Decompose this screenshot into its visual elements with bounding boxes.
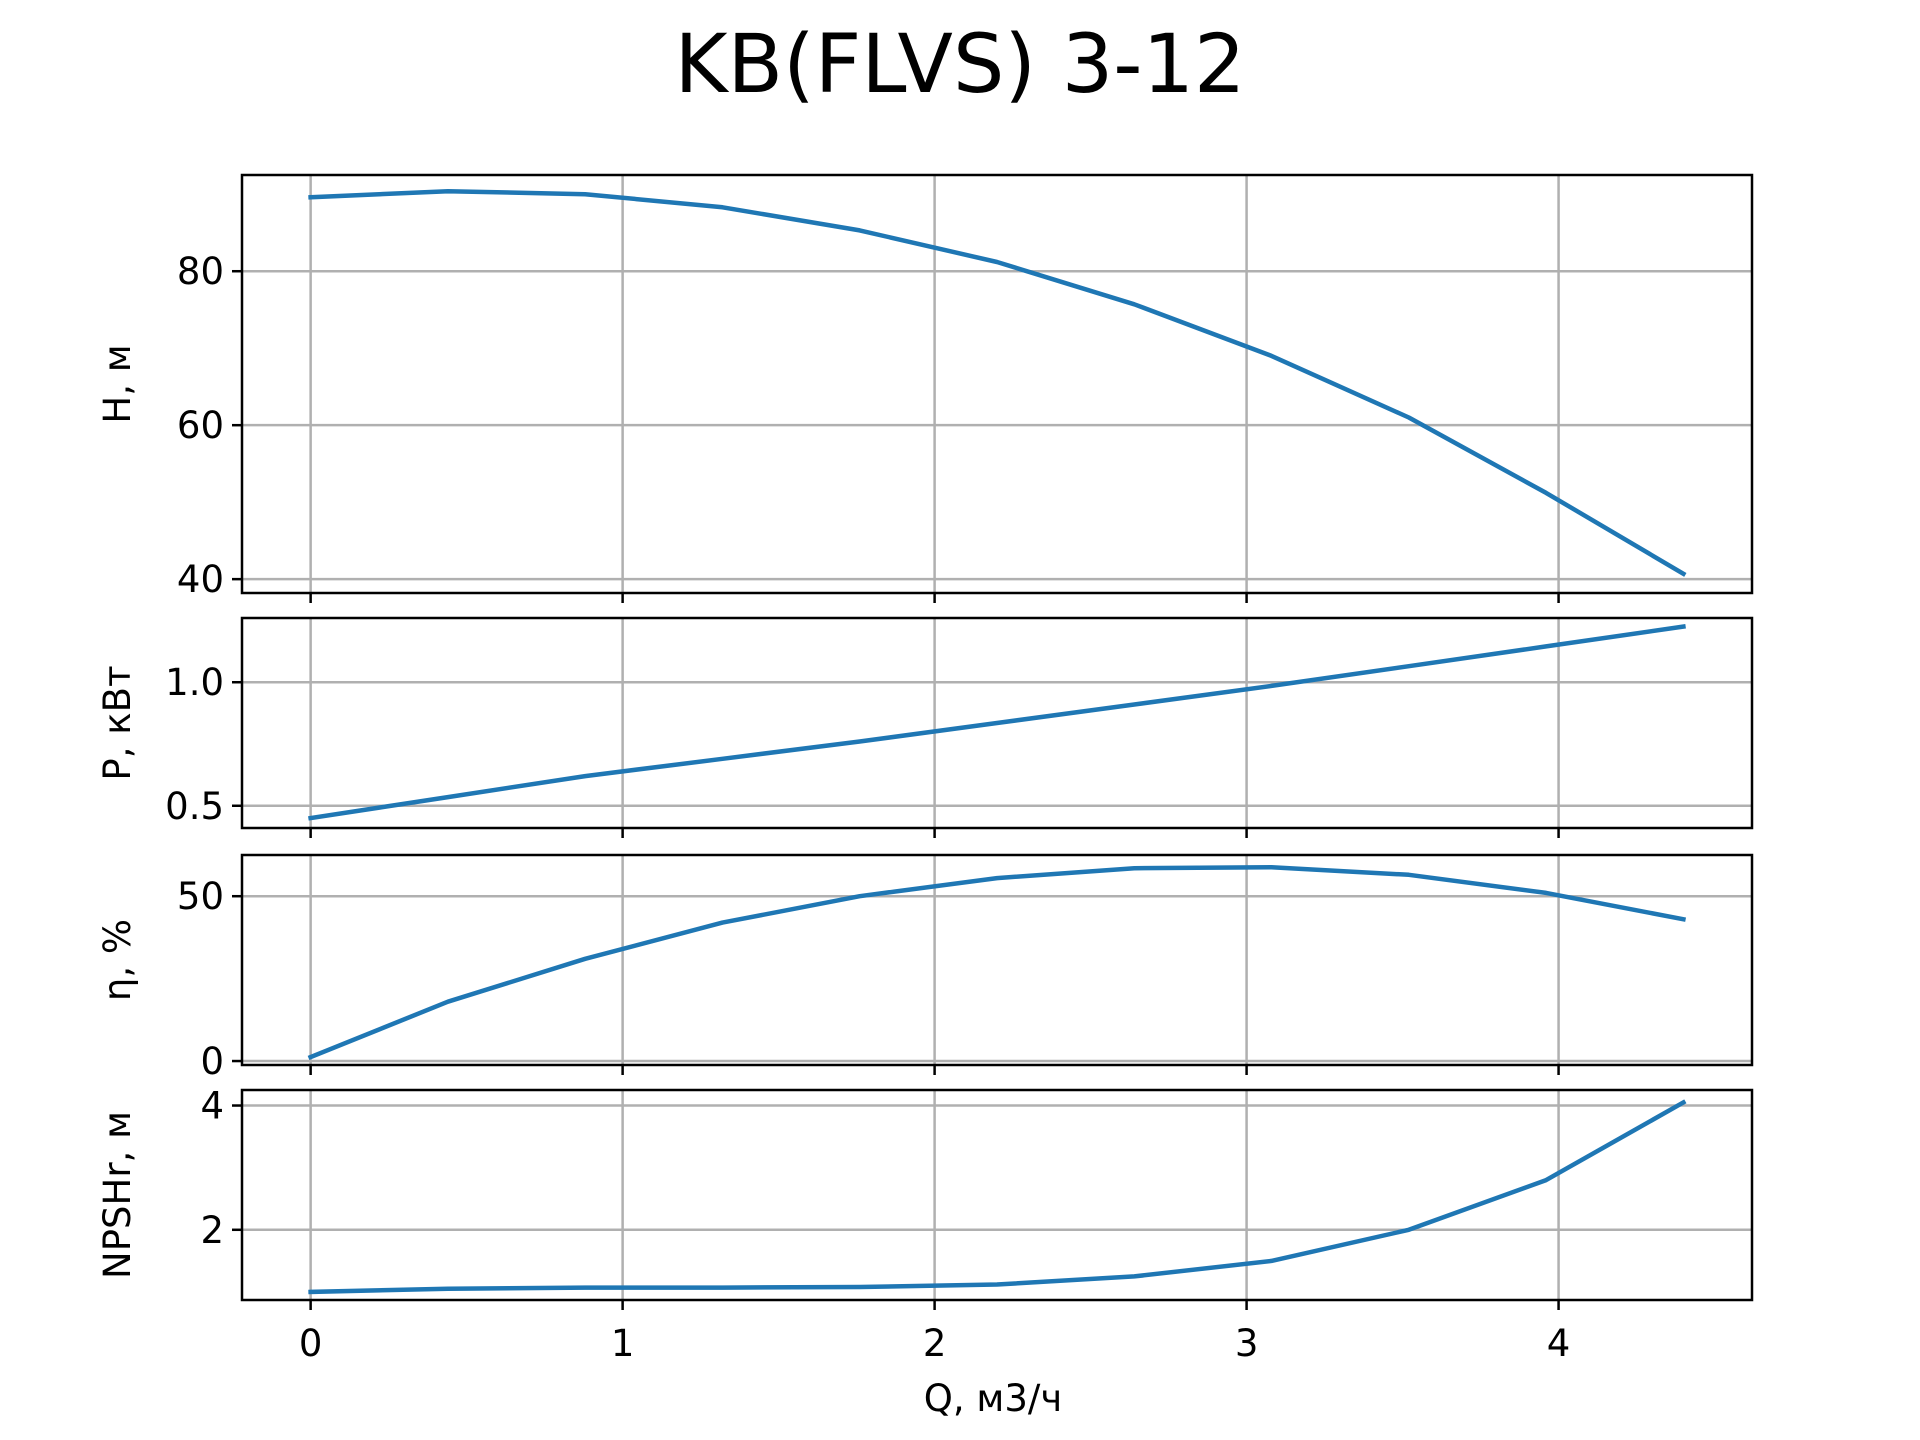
- x-axis-label: Q, м3/ч: [924, 1377, 1062, 1420]
- panel-efficiency: 0 50 η, %: [96, 853, 1754, 1083]
- data-point: [1407, 664, 1411, 668]
- data-point: [583, 957, 587, 961]
- data-point: [720, 757, 724, 761]
- data-point: [308, 816, 312, 820]
- data-point: [1544, 644, 1548, 648]
- data-point: [446, 1287, 450, 1291]
- data-point: [720, 1285, 724, 1289]
- data-point: [1681, 624, 1685, 628]
- y-axis-label: H, м: [96, 344, 139, 423]
- data-point: [1269, 354, 1273, 358]
- data-point: [995, 721, 999, 725]
- data-point: [995, 1282, 999, 1286]
- data-point: [1269, 865, 1273, 869]
- data-point: [858, 1285, 862, 1289]
- data-point: [1544, 491, 1548, 495]
- data-point: [1544, 891, 1548, 895]
- panel-head: 40 60 80 H, м: [96, 173, 1754, 603]
- panel-frame: [240, 1088, 1754, 1302]
- panel-npshr: 2 4 NPSHr, м 0 1 2 3 4: [96, 1085, 1754, 1365]
- x-tick-label: 1: [611, 1322, 635, 1365]
- series-line-head: [308, 188, 1687, 577]
- data-point: [1681, 572, 1685, 576]
- series-line-power: [308, 624, 1686, 821]
- data-point: [446, 189, 450, 193]
- data-point: [1407, 873, 1411, 877]
- series-line-npshr: [308, 1099, 1687, 1295]
- y-tick-label: 4: [200, 1085, 224, 1128]
- x-tick-label: 4: [1547, 1322, 1571, 1365]
- panel-frame: [240, 616, 1754, 830]
- data-point: [1544, 1178, 1548, 1182]
- data-point: [1681, 1100, 1685, 1104]
- y-axis-label: P, кВт: [96, 665, 139, 780]
- data-point: [1681, 917, 1685, 921]
- x-tick-label: 3: [1235, 1322, 1259, 1365]
- data-point: [583, 192, 587, 196]
- x-tick-label: 2: [923, 1322, 947, 1365]
- y-tick-label: 2: [200, 1209, 224, 1252]
- y-tick-label: 50: [177, 875, 224, 918]
- data-point: [1407, 1228, 1411, 1232]
- data-point: [720, 920, 724, 924]
- data-point: [446, 795, 450, 799]
- x-tick-label: 0: [299, 1322, 323, 1365]
- data-point: [995, 876, 999, 880]
- panel-frame: [240, 853, 1754, 1067]
- data-point: [1132, 1274, 1136, 1278]
- data-point: [308, 1290, 312, 1294]
- data-point: [308, 195, 312, 199]
- data-point: [1132, 866, 1136, 870]
- data-point: [308, 1055, 312, 1059]
- data-point: [858, 894, 862, 898]
- y-axis-label: NPSHr, м: [96, 1111, 139, 1279]
- data-point: [858, 228, 862, 232]
- y-tick-label: 0: [200, 1040, 224, 1083]
- data-point: [1269, 684, 1273, 688]
- y-tick-label: 40: [177, 558, 224, 601]
- panel-power: 0.5 1.0 P, кВт: [96, 616, 1754, 838]
- data-point: [720, 205, 724, 209]
- y-tick-label: 80: [177, 250, 224, 293]
- series-line-efficiency: [307, 864, 1687, 1061]
- data-point: [995, 260, 999, 264]
- y-tick-label: 1.0: [165, 661, 224, 704]
- y-axis-label: η, %: [96, 919, 139, 1001]
- data-point: [1132, 702, 1136, 706]
- data-point: [1407, 415, 1411, 419]
- y-tick-label: 60: [177, 404, 224, 447]
- data-point: [583, 1285, 587, 1289]
- data-point: [1132, 302, 1136, 306]
- data-point: [446, 1000, 450, 1004]
- chart-title: KB(FLVS) 3-12: [674, 18, 1245, 112]
- data-point: [583, 774, 587, 778]
- data-point: [1269, 1259, 1273, 1263]
- y-tick-label: 0.5: [165, 785, 224, 828]
- data-point: [858, 739, 862, 743]
- panel-frame: [240, 173, 1754, 595]
